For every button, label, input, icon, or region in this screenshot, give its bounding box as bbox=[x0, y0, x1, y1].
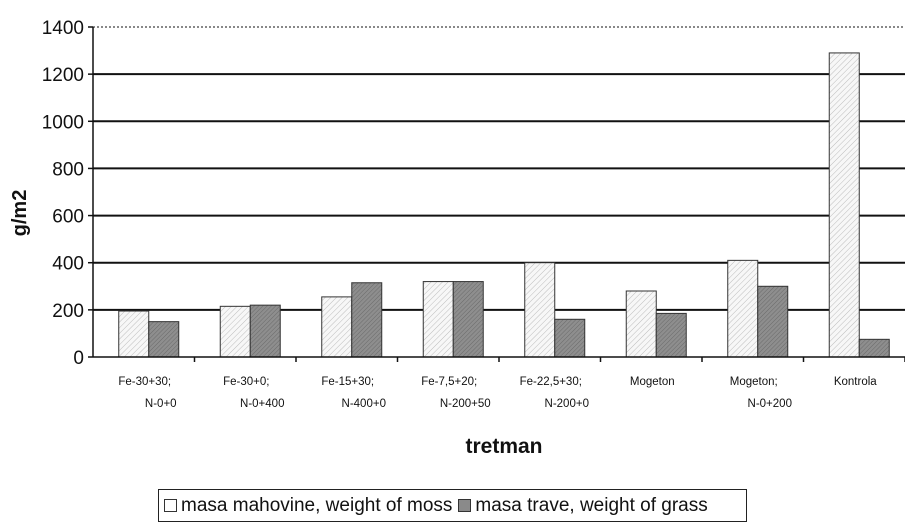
x-axis-title: tretman bbox=[465, 435, 542, 458]
x-tick-label: N-0+400 bbox=[240, 398, 284, 410]
x-tick-label: N-200+0 bbox=[545, 398, 589, 410]
bar-moss bbox=[422, 281, 454, 358]
x-tick-label: Fe-15+30; bbox=[321, 376, 374, 388]
bar-grass bbox=[655, 312, 687, 358]
bar-moss bbox=[118, 310, 150, 358]
bars bbox=[118, 52, 890, 358]
bar-moss bbox=[321, 296, 353, 358]
x-tick-label: Mogeton; bbox=[730, 376, 778, 388]
bar-grass bbox=[249, 304, 281, 358]
y-tick-label: 1000 bbox=[42, 112, 84, 133]
y-axis-title: g/m2 bbox=[9, 190, 31, 237]
y-tick-label: 0 bbox=[73, 348, 84, 369]
legend-item-moss: masa mahovine, weight of moss bbox=[164, 495, 452, 517]
bar-moss bbox=[524, 262, 556, 358]
legend-label-moss: masa mahovine, weight of moss bbox=[181, 494, 453, 516]
bar-moss bbox=[828, 52, 860, 358]
y-tick-label: 800 bbox=[52, 159, 84, 180]
y-tick-label: 200 bbox=[52, 301, 84, 322]
x-tick-label: Fe-30+0; bbox=[223, 376, 269, 388]
x-tick-label: N-0+0 bbox=[145, 398, 177, 410]
y-tick-label: 1200 bbox=[42, 65, 84, 86]
bar-grass bbox=[757, 285, 789, 358]
grid bbox=[93, 26, 905, 311]
bar-grass bbox=[351, 282, 383, 358]
x-tick-label: Mogeton bbox=[630, 376, 675, 388]
bar-grass bbox=[452, 281, 484, 358]
bar-moss bbox=[219, 305, 251, 358]
legend-item-grass: masa trave, weight of grass bbox=[458, 494, 708, 517]
bar-grass bbox=[148, 321, 180, 358]
axes bbox=[88, 26, 905, 362]
bar-grass bbox=[858, 338, 890, 358]
x-tick-label: N-0+200 bbox=[748, 398, 792, 410]
bar-moss bbox=[625, 290, 657, 358]
x-tick-label: N-400+0 bbox=[342, 398, 386, 410]
bar-grass bbox=[554, 318, 586, 358]
tick-labels: 0 200 400 600 800 1000 1200 1400 Fe-30+30; N-0+0 F… bbox=[42, 18, 878, 410]
legend: masa mahovine, weight of moss masa trave… bbox=[158, 489, 747, 522]
y-tick-label: 1400 bbox=[42, 18, 84, 39]
bar-moss bbox=[727, 259, 759, 358]
x-tick-label: Fe-22,5+30; bbox=[520, 376, 582, 388]
y-tick-label: 600 bbox=[52, 207, 84, 228]
legend-swatch-moss bbox=[164, 499, 177, 512]
y-tick-label: 400 bbox=[52, 254, 84, 275]
x-tick-label: Fe-7,5+20; bbox=[421, 376, 477, 388]
legend-swatch-grass bbox=[458, 499, 472, 512]
x-tick-label: Kontrola bbox=[834, 376, 877, 388]
x-tick-label: Fe-30+30; bbox=[118, 376, 171, 388]
legend-label-grass: masa trave, weight of grass bbox=[475, 494, 708, 516]
x-tick-label: N-200+50 bbox=[440, 398, 491, 410]
